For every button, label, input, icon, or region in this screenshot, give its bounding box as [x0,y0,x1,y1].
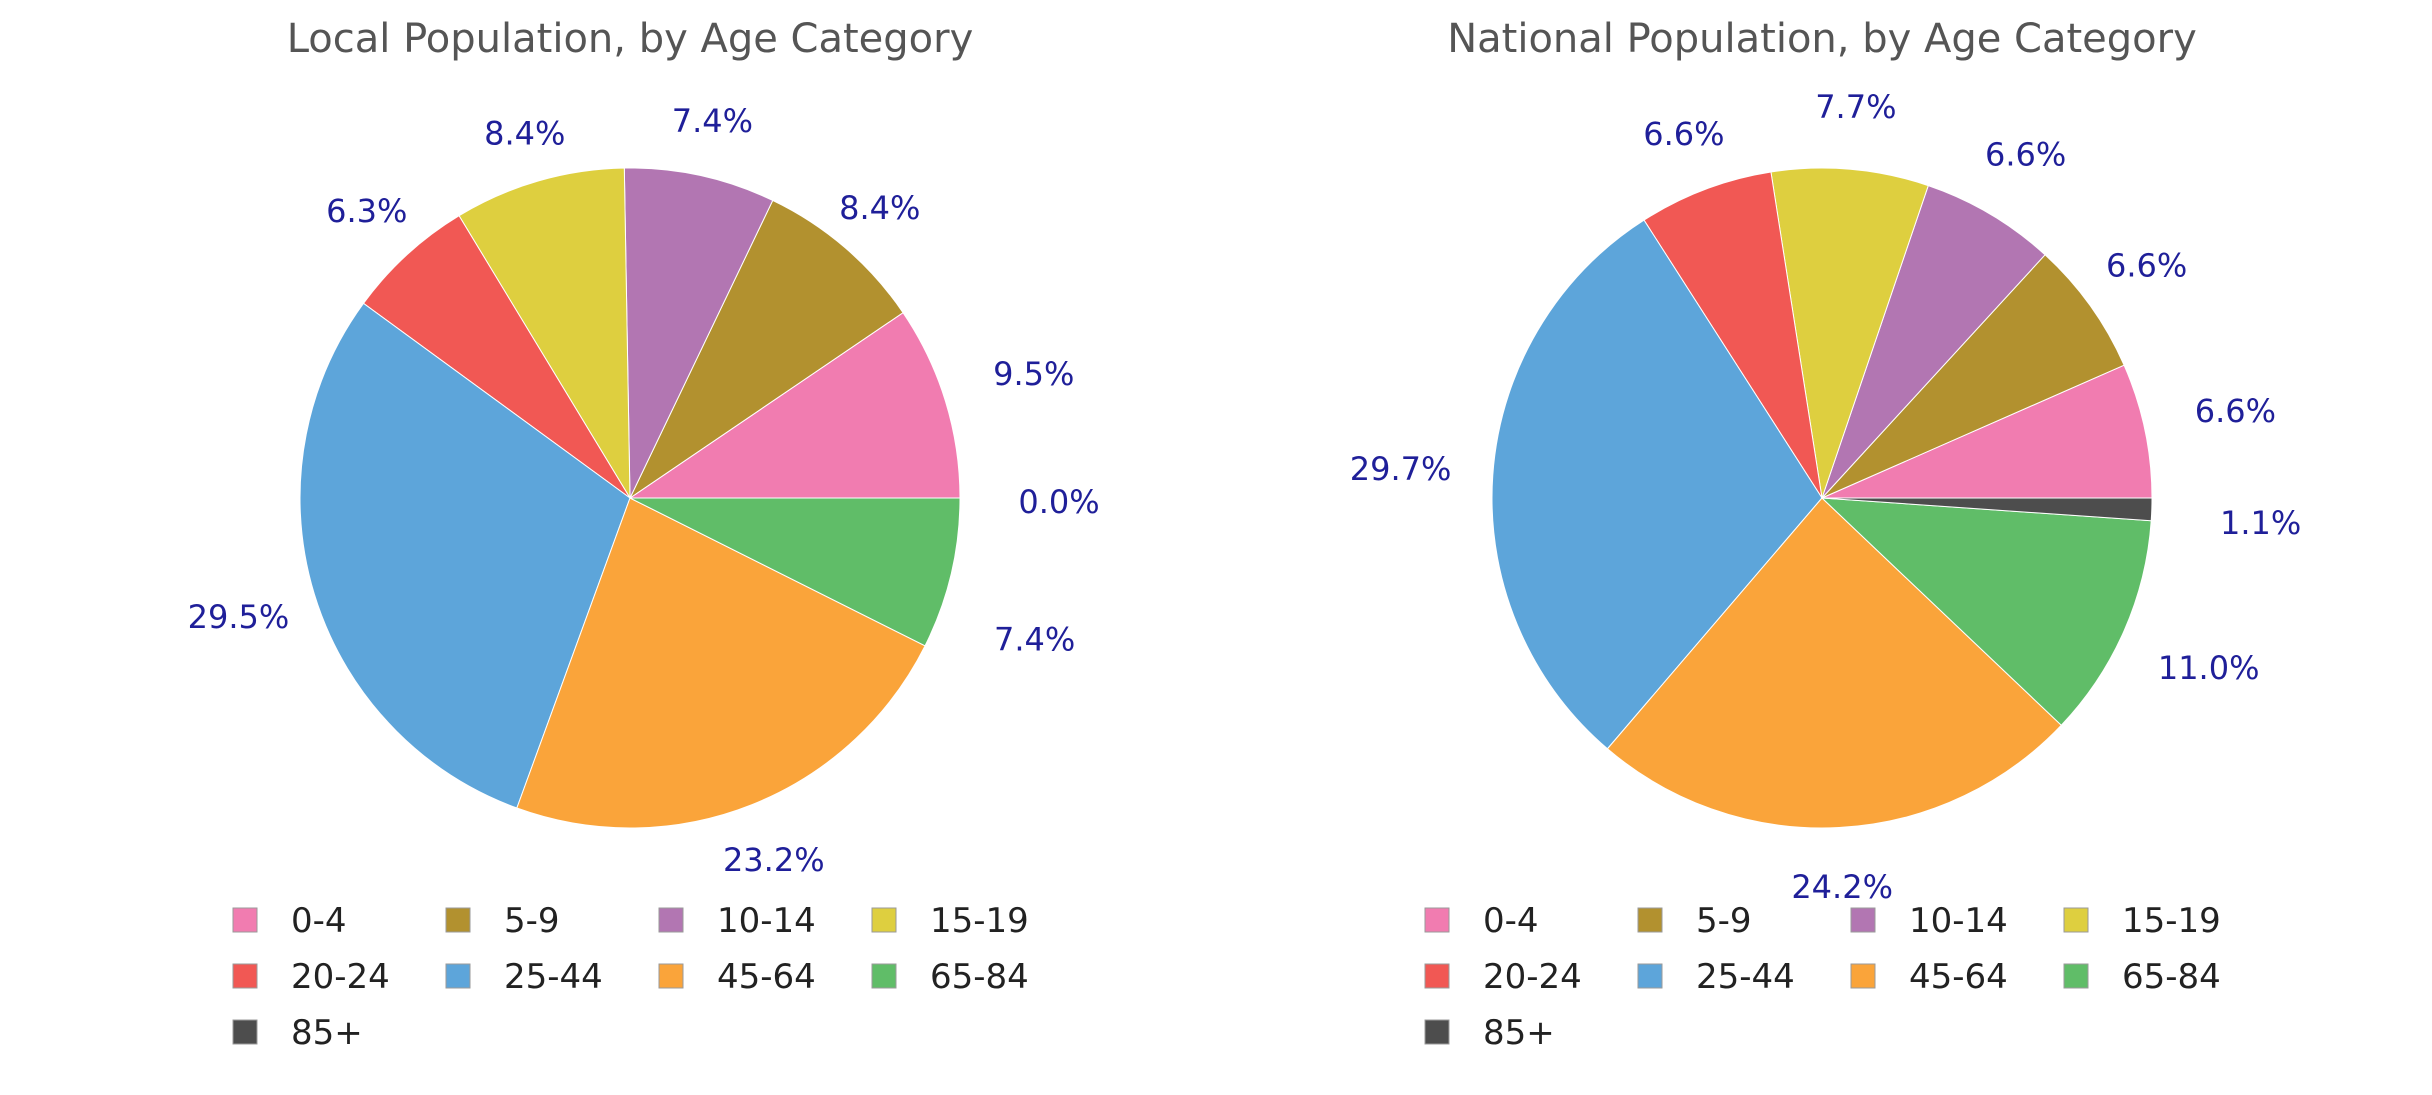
slice-label: 7.7% [1815,88,1896,126]
legend-label: 45-64 [717,957,816,997]
legend-label: 15-19 [930,901,1029,941]
pie-slice-0-4 [1821,364,2153,499]
pie-slice-5-9 [628,199,904,500]
legend-swatch [2063,963,2089,989]
legend-item: 20-24 [1424,957,1582,997]
slice-label: 7.4% [994,621,1075,659]
legend-item: 65-84 [871,957,1029,997]
legend-item: 45-64 [658,957,816,997]
legend-label: 20-24 [291,957,390,997]
pie-slice-20-24 [1643,171,1823,499]
pie-slice-5-9 [1821,254,2125,499]
legend-swatch [1424,907,1450,933]
legend-swatch [232,963,258,989]
legend-swatch [1850,907,1876,933]
pie-slice-20-24 [362,215,631,499]
slice-label: 23.2% [723,841,825,879]
legend-label: 65-84 [930,957,1029,997]
legend-label: 10-14 [717,901,816,941]
legend-item: 0-4 [1424,901,1539,941]
legend-label: 0-4 [291,901,347,941]
legend-item: 15-19 [871,901,1029,941]
legend-swatch [1424,963,1450,989]
legend-swatch [1850,963,1876,989]
pie-slice-65-84 [629,497,961,647]
slice-label: 29.7% [1350,450,1452,488]
legend-item: 25-44 [1637,957,1795,997]
slice-label: 29.5% [188,598,290,636]
slice-label: 7.4% [672,102,753,140]
slice-label: 6.6% [1985,136,2066,174]
slice-label: 6.6% [1643,115,1724,153]
legend-item: 5-9 [445,901,560,941]
slice-label: 9.5% [993,355,1074,393]
legend-swatch [658,907,684,933]
slice-label: 6.6% [2195,392,2276,430]
legend-swatch [445,907,471,933]
legend-label: 20-24 [1483,957,1582,997]
legend-item: 15-19 [2063,901,2221,941]
slice-label: 6.3% [326,192,407,230]
slice-label: 24.2% [1791,868,1893,906]
pie-slice-0-4 [628,311,961,499]
legend-item: 10-14 [658,901,816,941]
local-population-chart: Local Population, by Age Category 9.5% 8.4… [188,16,1100,1053]
slice-label: 11.0% [2158,649,2260,687]
pie-slice-25-44 [1491,219,1823,750]
slice-label: 6.6% [2106,247,2187,285]
legend-swatch [232,1019,258,1045]
legend-swatch [871,963,897,989]
slice-label: 8.4% [484,114,565,152]
legend-swatch [871,907,897,933]
slice-label: 0.0% [1018,483,1099,521]
pie-slice-15-19 [458,167,631,500]
legend-item: 45-64 [1850,957,2008,997]
pie-slice-10-14 [623,167,774,499]
legend-item: 85+ [1424,1013,1555,1053]
legend-label: 25-44 [1696,957,1795,997]
legend-label: 85+ [1483,1013,1555,1053]
legend-item: 25-44 [445,957,603,997]
pie-slice-15-19 [1770,167,1929,499]
chart-title: Local Population, by Age Category [287,16,974,62]
legend-label: 15-19 [2122,901,2221,941]
pie-slice-10-14 [1821,184,2046,499]
legend-item: 85+ [232,1013,363,1053]
legend-swatch [232,907,258,933]
legend-swatch [445,963,471,989]
chart-title: National Population, by Age Category [1447,16,2197,62]
legend-label: 45-64 [1909,957,2008,997]
slice-label: 8.4% [839,189,920,227]
pie-slice-45-64 [516,497,926,829]
legend-item: 5-9 [1637,901,1752,941]
legend-label: 25-44 [504,957,603,997]
legend-item: 10-14 [1850,901,2008,941]
legend-item: 20-24 [232,957,390,997]
legend-swatch [1637,907,1663,933]
legend-item: 0-4 [232,901,347,941]
legend-swatch [2063,907,2089,933]
pie-slice-25-44 [299,302,631,809]
legend-label: 5-9 [504,901,560,941]
national-population-chart: National Population, by Age Category 6.6%… [1350,16,2302,1053]
pie-slice-65-84 [1820,497,2152,726]
legend-swatch [1424,1019,1450,1045]
legend-label: 65-84 [2122,957,2221,997]
slice-label: 1.1% [2220,504,2301,542]
pie-slice-85+ [1821,497,2153,522]
legend-label: 85+ [291,1013,363,1053]
legend-label: 5-9 [1696,901,1752,941]
pie-slice-45-64 [1606,497,2063,829]
legend-item: 65-84 [2063,957,2221,997]
legend-label: 10-14 [1909,901,2008,941]
legend-swatch [658,963,684,989]
legend-swatch [1637,963,1663,989]
legend-label: 0-4 [1483,901,1539,941]
